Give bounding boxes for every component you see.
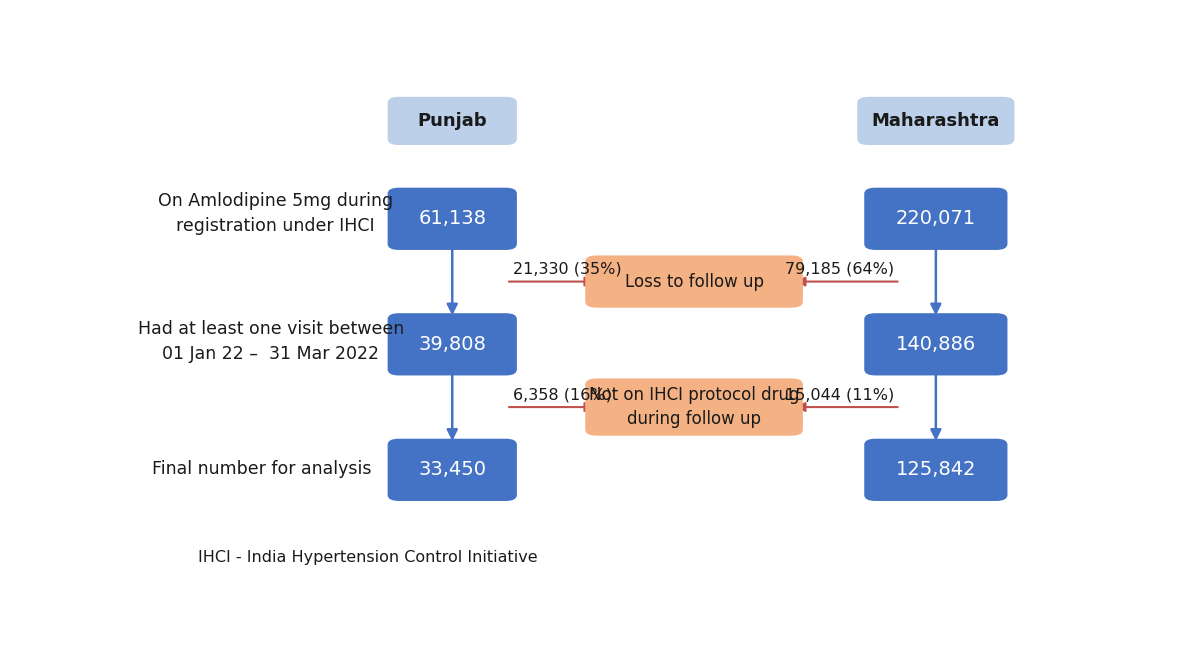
FancyBboxPatch shape	[586, 378, 803, 436]
FancyBboxPatch shape	[388, 439, 517, 501]
Text: Had at least one visit between
01 Jan 22 –  31 Mar 2022: Had at least one visit between 01 Jan 22…	[138, 320, 404, 363]
Text: Punjab: Punjab	[418, 112, 487, 130]
FancyBboxPatch shape	[864, 439, 1008, 501]
Text: Final number for analysis: Final number for analysis	[152, 460, 371, 478]
Text: 6,358 (16%): 6,358 (16%)	[512, 387, 612, 402]
Text: 79,185 (64%): 79,185 (64%)	[785, 261, 894, 276]
FancyBboxPatch shape	[388, 96, 517, 145]
Text: 21,330 (35%): 21,330 (35%)	[512, 261, 622, 276]
Text: IHCI - India Hypertension Control Initiative: IHCI - India Hypertension Control Initia…	[198, 550, 538, 565]
Text: Not on IHCI protocol drug
during follow up: Not on IHCI protocol drug during follow …	[589, 386, 799, 428]
FancyBboxPatch shape	[857, 96, 1014, 145]
Text: Loss to follow up: Loss to follow up	[624, 273, 763, 291]
Text: 125,842: 125,842	[895, 460, 976, 479]
Text: Maharashtra: Maharashtra	[871, 112, 1000, 130]
Text: 33,450: 33,450	[419, 460, 486, 479]
FancyBboxPatch shape	[864, 313, 1008, 376]
FancyBboxPatch shape	[388, 188, 517, 250]
FancyBboxPatch shape	[388, 313, 517, 376]
Text: 220,071: 220,071	[895, 209, 976, 228]
Text: 61,138: 61,138	[419, 209, 486, 228]
FancyBboxPatch shape	[586, 256, 803, 308]
Text: 140,886: 140,886	[895, 335, 976, 354]
FancyBboxPatch shape	[864, 188, 1008, 250]
Text: On Amlodipine 5mg during
registration under IHCI: On Amlodipine 5mg during registration un…	[158, 192, 394, 235]
Text: 15,044 (11%): 15,044 (11%)	[785, 387, 894, 402]
Text: 39,808: 39,808	[419, 335, 486, 354]
